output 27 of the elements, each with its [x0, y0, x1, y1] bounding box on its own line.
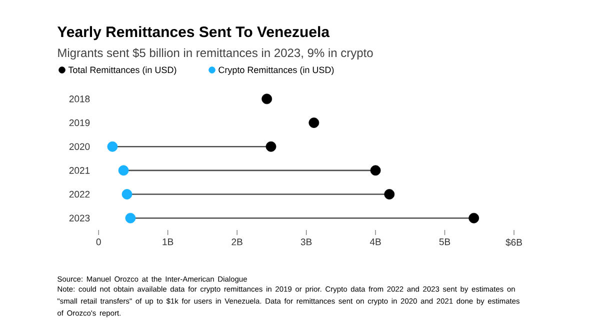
x-tick-label: 4B	[370, 238, 381, 246]
y-tick-label: 2020	[69, 143, 90, 150]
y-tick-label: 2019	[69, 119, 90, 126]
point	[107, 141, 118, 152]
chart-title: Yearly Remittances Sent To Venezuela	[57, 26, 330, 40]
y-tick-label: 2022	[69, 190, 90, 198]
point	[262, 94, 272, 104]
point	[125, 212, 136, 224]
x-tick-label: 3B	[300, 238, 312, 246]
x-tick-label: 0	[96, 238, 101, 246]
point	[370, 165, 381, 176]
legend-label: Crypto Remittances (in USD)	[218, 66, 334, 75]
legend-label: Total Remittances (in USD)	[68, 66, 176, 75]
y-tick-label: 2021	[69, 167, 90, 174]
point	[384, 189, 395, 200]
x-tick-label: 1B	[162, 238, 174, 246]
x-tick-label: $6B	[506, 238, 522, 246]
y-tick-label: 2018	[69, 96, 90, 102]
point	[122, 189, 132, 200]
y-tick-label: 2023	[69, 214, 90, 222]
x-tick-label: 2B	[232, 238, 242, 246]
point	[266, 141, 276, 152]
point	[308, 118, 320, 128]
point	[118, 165, 129, 176]
chart-subtitle: Migrants sent $5 billion in remittances in 2023, 9% in crypto	[58, 48, 373, 60]
x-tick-label: 5B	[439, 238, 450, 246]
point	[468, 212, 480, 224]
